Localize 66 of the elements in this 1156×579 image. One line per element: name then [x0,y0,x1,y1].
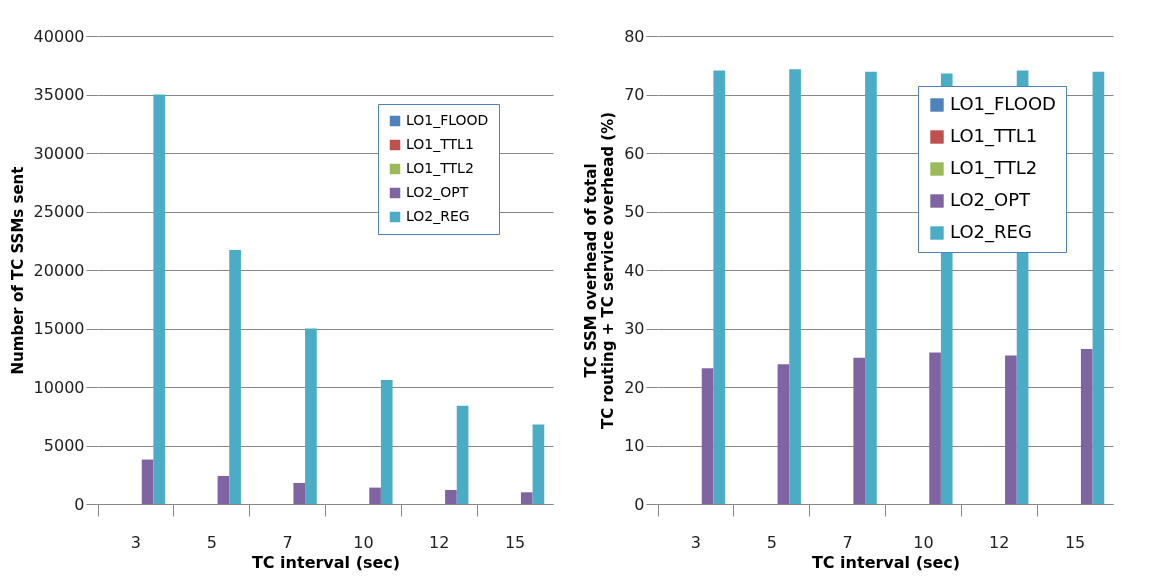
legend-label: LO2_OPT [406,184,469,200]
x-tick-label: 7 [282,532,293,552]
bar [1080,348,1093,504]
y-tick-label: 15000 [33,319,85,338]
x-tick-label: 3 [130,532,142,552]
legend-label: LO1_TTL2 [950,157,1038,179]
x-axis-title: TC interval (sec) [811,552,961,572]
bar [713,70,726,504]
x-tick-label: 7 [842,532,853,552]
y-tick-label: 40000 [33,26,85,46]
bar [293,482,306,504]
legend-label: LO1_FLOOD [950,93,1056,115]
x-tick-label: 15 [504,532,526,552]
bar [1005,355,1017,504]
y-tick-label: 5000 [43,436,85,455]
bar [141,459,154,504]
y-axis-title: TC SSM overhead of total TC routing + TC service overhead (%) [582,111,618,430]
legend-label: LO2_REG [950,221,1032,243]
y-tick-label: 25000 [33,202,85,221]
y-tick-label: 30000 [33,143,85,163]
x-tick-label: 5 [206,532,217,552]
y-tick-label: 35000 [33,85,85,104]
y-tick-label: 10000 [33,377,85,397]
y-tick-label: 20000 [33,260,85,280]
bar [380,379,393,504]
bar [777,364,790,504]
bar [520,492,533,504]
bar [532,424,545,504]
x-axis-title: TC interval (sec) [251,552,401,572]
x-tick-label: 10 [913,532,934,552]
bar [456,405,469,504]
bar [217,475,230,504]
x-tick-label: 12 [429,532,450,552]
x-tick-label: 15 [1064,532,1086,552]
x-tick-label: 3 [690,532,702,552]
legend-label: LO1_TTL1 [406,136,474,152]
bar [789,69,801,504]
y-tick-label: 80 [624,26,645,46]
bar [1092,71,1105,504]
y-tick-label: 20 [624,377,645,397]
bar [229,250,241,504]
bar [853,357,866,504]
y-tick-label: 30 [624,319,645,338]
legend-label: LO1_FLOOD [406,112,489,128]
x-tick-label: 12 [989,532,1010,552]
bar [865,71,877,504]
legend-label: LO1_TTL2 [406,160,474,176]
bar [153,94,166,504]
y-tick-label: 0 [634,494,645,514]
bar [369,487,381,504]
bar [305,328,317,504]
legend-label: LO2_OPT [950,189,1032,211]
y-axis-title: Number of TC SSMs sent [8,166,27,375]
y-tick-label: 50 [624,202,645,221]
legend-label: LO2_REG [406,208,470,224]
bar [929,352,941,504]
x-tick-label: 5 [766,532,777,552]
x-tick-label: 10 [353,532,374,552]
y-tick-label: 70 [624,85,645,104]
y-tick-label: 0 [74,494,85,514]
bar [445,489,457,504]
bar [701,368,714,504]
y-tick-label: 40 [624,260,645,280]
legend-label: LO1_TTL1 [950,125,1038,147]
y-tick-label: 60 [624,143,645,163]
y-tick-label: 10 [624,436,645,455]
